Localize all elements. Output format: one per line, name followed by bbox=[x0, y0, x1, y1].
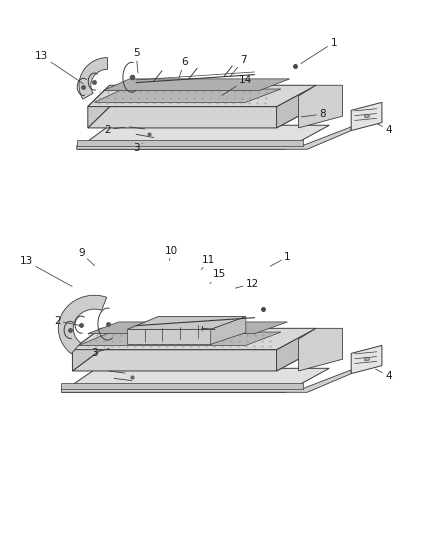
Polygon shape bbox=[72, 328, 101, 371]
Text: 3: 3 bbox=[91, 348, 109, 358]
Polygon shape bbox=[103, 79, 289, 91]
Text: 13: 13 bbox=[35, 51, 83, 84]
Text: 8: 8 bbox=[300, 109, 325, 119]
Text: 11: 11 bbox=[201, 255, 215, 270]
Text: 3: 3 bbox=[132, 143, 142, 153]
Polygon shape bbox=[61, 370, 350, 392]
Text: 2: 2 bbox=[104, 125, 124, 134]
Polygon shape bbox=[61, 368, 328, 392]
Text: 14: 14 bbox=[221, 75, 252, 95]
Polygon shape bbox=[298, 85, 342, 128]
Polygon shape bbox=[72, 350, 315, 371]
Polygon shape bbox=[350, 102, 381, 131]
Polygon shape bbox=[79, 58, 107, 99]
Polygon shape bbox=[77, 125, 328, 149]
Polygon shape bbox=[88, 107, 315, 128]
Polygon shape bbox=[276, 85, 315, 128]
Text: 1: 1 bbox=[270, 252, 290, 266]
Polygon shape bbox=[72, 328, 315, 350]
Polygon shape bbox=[350, 345, 381, 374]
Text: 12: 12 bbox=[235, 279, 258, 288]
Text: 6: 6 bbox=[178, 58, 187, 78]
Polygon shape bbox=[127, 317, 245, 329]
Polygon shape bbox=[61, 383, 302, 389]
Polygon shape bbox=[88, 85, 110, 128]
Text: 5: 5 bbox=[132, 49, 139, 73]
Polygon shape bbox=[298, 328, 342, 371]
Polygon shape bbox=[94, 89, 280, 102]
Ellipse shape bbox=[364, 115, 369, 118]
Polygon shape bbox=[77, 127, 350, 149]
Text: 1: 1 bbox=[300, 38, 336, 63]
Text: 2: 2 bbox=[53, 316, 81, 326]
Text: 9: 9 bbox=[78, 248, 94, 265]
Text: 4: 4 bbox=[377, 124, 391, 135]
Polygon shape bbox=[79, 332, 280, 345]
Polygon shape bbox=[210, 317, 245, 344]
Polygon shape bbox=[58, 295, 106, 353]
Ellipse shape bbox=[364, 358, 369, 361]
Text: 4: 4 bbox=[375, 369, 391, 381]
Polygon shape bbox=[127, 329, 210, 344]
Polygon shape bbox=[88, 322, 287, 334]
Text: 15: 15 bbox=[209, 270, 226, 284]
Text: 7: 7 bbox=[230, 55, 247, 77]
Polygon shape bbox=[276, 328, 315, 371]
Text: 13: 13 bbox=[20, 256, 72, 286]
Text: 10: 10 bbox=[164, 246, 177, 261]
Polygon shape bbox=[88, 85, 315, 107]
Polygon shape bbox=[77, 140, 302, 146]
